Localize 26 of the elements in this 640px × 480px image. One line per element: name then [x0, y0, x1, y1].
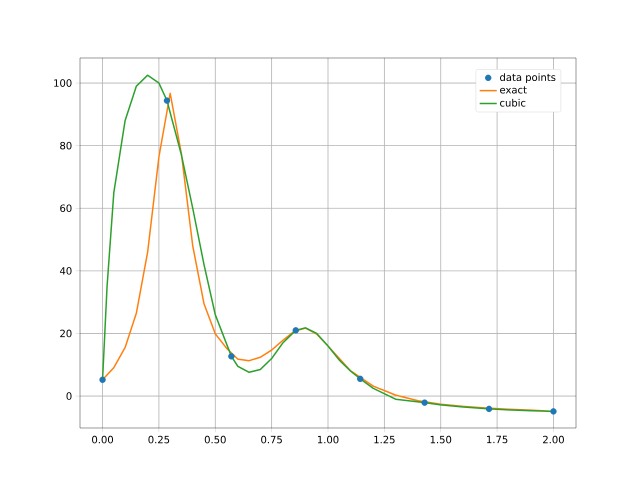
y-tick-label: 60 — [60, 204, 72, 212]
legend-label: cubic — [500, 98, 526, 107]
point — [228, 353, 235, 360]
x-tick-label: 0.75 — [261, 436, 282, 444]
y-tick-label: 40 — [60, 267, 72, 275]
point — [421, 399, 428, 406]
legend-label: data points — [500, 73, 556, 83]
y-tick-label: 100 — [54, 79, 72, 87]
x-tick-label: 1.25 — [374, 436, 395, 444]
point — [99, 376, 106, 383]
x-tick-label: 1.00 — [318, 436, 338, 444]
x-tick-label: 1.75 — [487, 436, 508, 444]
x-tick-label: 0.00 — [92, 436, 114, 444]
point — [486, 406, 492, 412]
y-tick-label: 0 — [66, 392, 72, 400]
point — [164, 97, 170, 104]
point — [550, 408, 557, 415]
x-tick-label: 0.50 — [204, 436, 226, 444]
x-tick-label: 0.25 — [148, 436, 170, 444]
point — [357, 376, 364, 382]
point — [292, 327, 299, 334]
y-tick-label: 20 — [60, 330, 72, 338]
y-tick-label: 80 — [60, 142, 72, 150]
x-tick-label: 1.50 — [430, 436, 452, 444]
legend-label: exact — [500, 86, 527, 94]
x-tick-label: 2.00 — [543, 436, 564, 444]
